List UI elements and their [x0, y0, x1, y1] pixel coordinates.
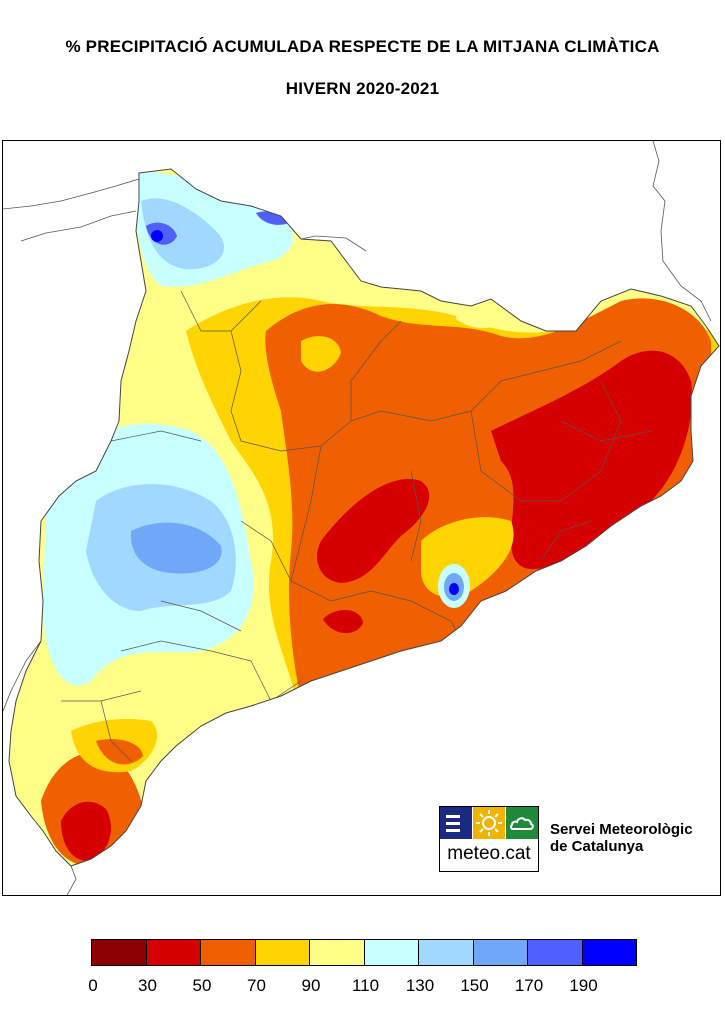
color-legend — [91, 939, 637, 966]
legend-tick-label: 30 — [138, 976, 157, 995]
legend-swatch-130 — [418, 939, 474, 966]
legend-tick-label: 90 — [301, 976, 321, 995]
logo-text: meteo.cat — [447, 843, 531, 864]
legend-swatch-30 — [145, 939, 201, 966]
map-subtitle: HIVERN 2020-2021 — [285, 79, 440, 98]
precipitation-fields — [9, 169, 719, 866]
organization-line2: de Catalunya — [550, 838, 644, 855]
legend-swatch-70 — [254, 939, 310, 966]
legend-tick-label: 50 — [192, 976, 212, 995]
meteocat-logo: meteo.cat — [439, 806, 539, 872]
legend-swatch-190 — [581, 939, 637, 966]
precipitation-map — [3, 141, 720, 895]
logo-sun-icon — [473, 807, 505, 839]
legend-swatch-90 — [309, 939, 365, 966]
logo-lines-icon — [440, 807, 472, 839]
map-panel: meteo.cat Servei Meteorològic de Catalun… — [2, 140, 721, 896]
legend-swatch-110 — [363, 939, 419, 966]
legend-swatch-150 — [472, 939, 528, 966]
legend-tick-label: 170 — [514, 976, 544, 995]
legend-tick-label: 110 — [351, 976, 380, 995]
organization-line1: Servei Meteorològic — [550, 821, 693, 838]
map-title: % PRECIPITACIÓ ACUMULADA RESPECTE DE LA … — [65, 37, 660, 56]
legend-swatch-0 — [91, 939, 147, 966]
legend-swatch-170 — [527, 939, 583, 966]
neighbour-borders — [3, 141, 712, 895]
legend-tick-label: 0 — [88, 976, 98, 995]
legend-tick-label: 190 — [569, 976, 598, 995]
legend-tick-label: 70 — [247, 976, 266, 995]
logo-cloud-icon — [506, 807, 538, 839]
legend-tick-label: 130 — [405, 976, 435, 995]
legend-tick-label: 150 — [460, 976, 489, 995]
legend-swatch-50 — [200, 939, 256, 966]
